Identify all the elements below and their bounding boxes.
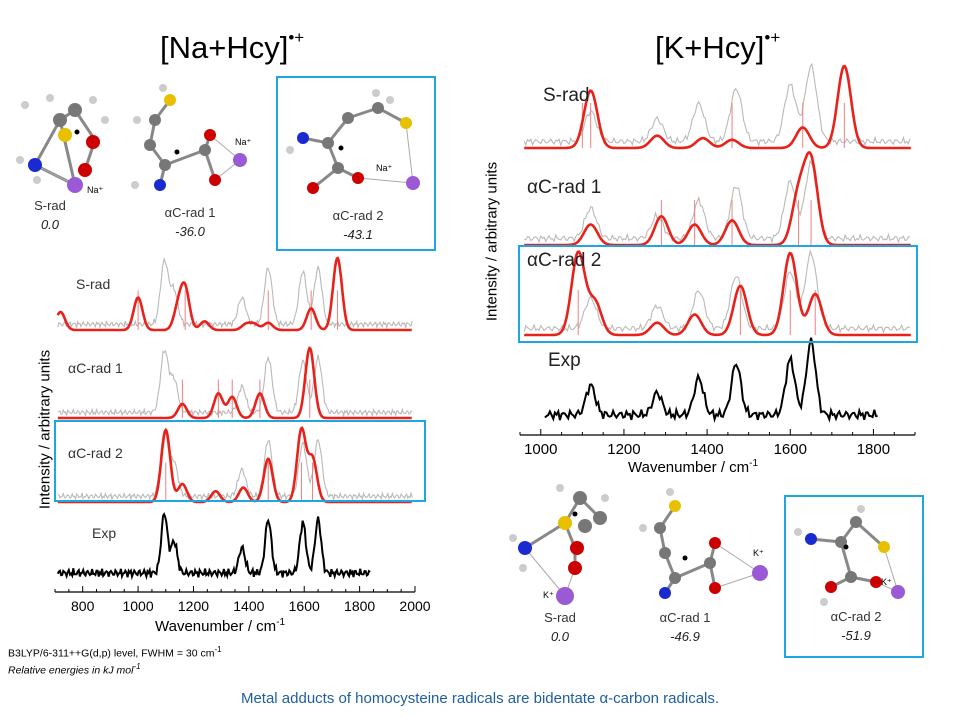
k-spectrum-label-exp: Exp [548, 350, 581, 371]
method-note: B3LYP/6-311++G(d,p) level, FWHM = 30 cm-… [8, 645, 222, 660]
sodium-ion-label: Na⁺ [235, 137, 252, 147]
molecule-label: αC-rad 2 -51.9 [830, 609, 882, 643]
k-spectrum-label-s-rad: S-rad [543, 85, 590, 106]
x-tick-label: 1400 [233, 598, 264, 614]
x-tick-label: 1600 [774, 441, 807, 458]
molecule-structure-icon [794, 505, 905, 606]
molecule-label: αC-rad 1 -36.0 [164, 205, 216, 239]
exp-overlay-trace [523, 63, 911, 148]
na-highlight-box: Na⁺ αC-rad 2 -43.1 [276, 76, 436, 251]
x-tick-label: 1800 [857, 441, 890, 458]
x-tick-label: 1000 [122, 598, 153, 614]
potassium-ion-label: K⁺ [543, 590, 554, 600]
na-spectrum-label-ac-rad2: αC-rad 2 [68, 445, 123, 461]
computed-spectrum-s-rad [524, 64, 911, 150]
computed-spectrum--c-rad-2 [524, 250, 911, 337]
molecule-structure-icon [16, 94, 109, 193]
x-tick-label: 2000 [399, 598, 430, 614]
k-y-axis-title: Intensity / arbitrary units [483, 161, 501, 322]
exp-overlay-trace [57, 349, 413, 418]
exp-overlay-trace [523, 248, 911, 334]
potassium-ion-label: K⁺ [753, 548, 764, 558]
k-spectra-chart: 1000 1200 1400 1600 1800 [519, 63, 916, 458]
molecule-label: αC-rad 2 -43.1 [332, 208, 384, 242]
sodium-ion-label: Na⁺ [87, 185, 104, 195]
na-spectrum-label-s-rad: S-rad [76, 276, 111, 292]
potassium-ion-label: K⁺ [881, 577, 892, 587]
energy-units-note: Relative energies in kJ mol-1 [8, 662, 141, 677]
x-tick-label: 1200 [607, 441, 640, 458]
na-y-axis-title: Intensity / arbitrary units [36, 349, 54, 510]
x-tick-label: 1400 [690, 441, 723, 458]
k-molecule-s-rad: K⁺ S-rad 0.0 [505, 478, 625, 653]
sodium-ion-label: Na⁺ [376, 163, 393, 173]
k-x-axis-title: Wavenumber / cm-1 [628, 458, 759, 476]
na-molecule-ac-rad1: Na⁺ αC-rad 1 -36.0 [125, 80, 265, 250]
k-highlight-box: K⁺ αC-rad 2 -51.9 [784, 495, 924, 658]
experimental-spectrum [544, 337, 878, 424]
na-x-axis-title: Wavenumber / cm-1 [155, 617, 286, 635]
molecule-structure-icon [286, 89, 420, 194]
exp-overlay-trace [57, 432, 413, 502]
x-tick-label: 1800 [344, 598, 375, 614]
x-tick-label: 1000 [524, 441, 557, 458]
k-molecule-ac-rad1: K⁺ αC-rad 1 -46.9 [635, 478, 775, 653]
na-spectrum-highlight [54, 420, 426, 502]
na-spectrum-label-exp: Exp [92, 525, 117, 541]
computed-spectrum--c-rad-2 [57, 426, 412, 504]
na-spectra-chart: 800 1000 1200 1400 1600 1800 2000 [54, 256, 431, 614]
na-spectrum-label-ac-rad1: αC-rad 1 [68, 360, 123, 376]
x-tick-label: 800 [71, 598, 95, 614]
k-spectrum-label-ac-rad2: αC-rad 2 [527, 250, 602, 271]
x-tick-label: 1600 [289, 598, 320, 614]
computed-spectrum--c-rad-1 [57, 346, 412, 420]
experimental-spectrum [56, 511, 371, 581]
k-spectrum-label-ac-rad1: αC-rad 1 [527, 177, 602, 198]
na-molecule-s-rad: Na⁺ S-rad 0.0 [5, 80, 125, 250]
computed-spectrum-s-rad [56, 256, 412, 332]
k-spectrum-highlight [518, 245, 918, 343]
exp-overlay-trace [57, 256, 413, 330]
molecule-structure-icon [509, 484, 609, 605]
molecule-label: αC-rad 1 -46.9 [659, 610, 711, 644]
slide-caption: Metal adducts of homocysteine radicals a… [240, 690, 720, 707]
molecule-structure-icon [639, 488, 768, 599]
molecule-label: S-rad 0.0 [34, 198, 66, 232]
k-panel-title: [K+Hcy]•+ [655, 28, 781, 65]
na-panel-title: [Na+Hcy]•+ [160, 28, 305, 65]
exp-overlay-trace [524, 159, 911, 244]
x-tick-label: 1200 [178, 598, 209, 614]
molecule-structure-icon [131, 84, 247, 191]
molecule-label: S-rad 0.0 [544, 610, 576, 644]
